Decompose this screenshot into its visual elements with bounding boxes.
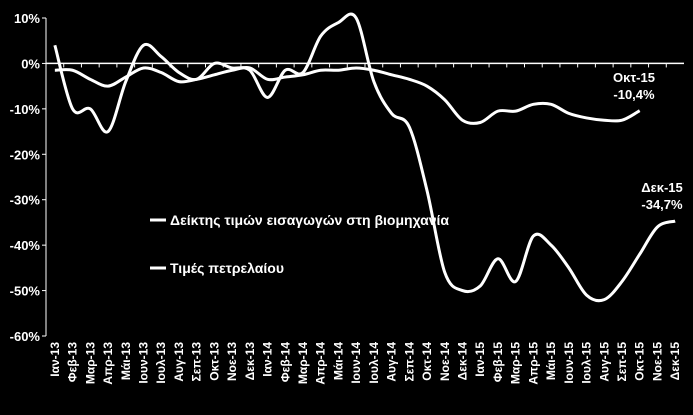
- x-tick-label: Μάι-13: [119, 342, 133, 380]
- x-tick-label: Δεκ-15: [668, 342, 682, 381]
- x-tick-label: Φεβ-15: [491, 342, 505, 383]
- annotation-label: Δεκ-15: [641, 180, 683, 195]
- x-tick-label: Ιουλ-15: [580, 342, 594, 384]
- series-line: [54, 66, 641, 125]
- x-tick-label: Φεβ-13: [66, 342, 80, 383]
- x-tick-label: Ιαν-13: [48, 342, 62, 377]
- annotation-label: Οκτ-15: [613, 70, 655, 85]
- y-tick-label: -50%: [10, 284, 41, 299]
- x-tick-label: Μαρ-14: [296, 342, 310, 384]
- x-tick-label: Αυγ-13: [172, 342, 186, 382]
- x-tick-label: Ιουν-13: [136, 342, 150, 384]
- y-tick-label: -40%: [10, 238, 41, 253]
- x-tick-label: Μάι-14: [331, 342, 345, 380]
- y-tick-label: -20%: [10, 147, 41, 162]
- x-tick-label: Δεκ-14: [455, 342, 469, 381]
- y-tick-label: 10%: [14, 11, 40, 26]
- x-tick-label: Δεκ-13: [243, 342, 257, 381]
- x-tick-label: Νοε-14: [438, 342, 452, 381]
- y-tick-label: -60%: [10, 329, 41, 344]
- x-tick-label: Σεπ-14: [402, 342, 416, 382]
- x-tick-label: Ιουλ-13: [154, 342, 168, 384]
- x-tick-label: Αυγ-14: [385, 342, 399, 382]
- x-tick-label: Ιουν-15: [562, 342, 576, 384]
- x-tick-label: Φεβ-14: [278, 342, 292, 383]
- x-tick-label: Μαρ-15: [509, 342, 523, 384]
- x-tick-label: Αυγ-15: [597, 342, 611, 382]
- x-tick-label: Μαρ-13: [83, 342, 97, 384]
- x-tick-label: Απρ-13: [101, 342, 115, 385]
- x-tick-label: Οκτ-15: [633, 342, 647, 381]
- x-tick-label: Ιουλ-14: [367, 342, 381, 384]
- x-tick-label: Οκτ-13: [207, 342, 221, 381]
- x-tick-label: Οκτ-14: [420, 342, 434, 381]
- x-tick-label: Απρ-14: [314, 342, 328, 385]
- x-tick-label: Νοε-15: [650, 342, 664, 381]
- x-tick-label: Σεπ-15: [615, 342, 629, 382]
- y-tick-label: -30%: [10, 193, 41, 208]
- x-tick-label: Ιαν-15: [473, 342, 487, 377]
- series-line: [53, 12, 676, 303]
- x-tick-label: Νοε-13: [225, 342, 239, 381]
- x-tick-label: Ιουν-14: [349, 342, 363, 384]
- x-tick-label: Μάι-15: [544, 342, 558, 380]
- x-tick-label: Σεπ-13: [190, 342, 204, 382]
- legend-label: Τιμές πετρελαίου: [170, 260, 284, 276]
- y-tick-label: -10%: [10, 102, 41, 117]
- annotation-value: -34,7%: [641, 197, 683, 212]
- x-tick-label: Ιαν-14: [261, 342, 275, 377]
- y-tick-label: 0%: [21, 56, 40, 71]
- annotation-value: -10,4%: [613, 87, 655, 102]
- x-tick-label: Απρ-15: [526, 342, 540, 385]
- legend-label: Δείκτης τιμών εισαγωγών στη βιομηχανία: [170, 212, 449, 228]
